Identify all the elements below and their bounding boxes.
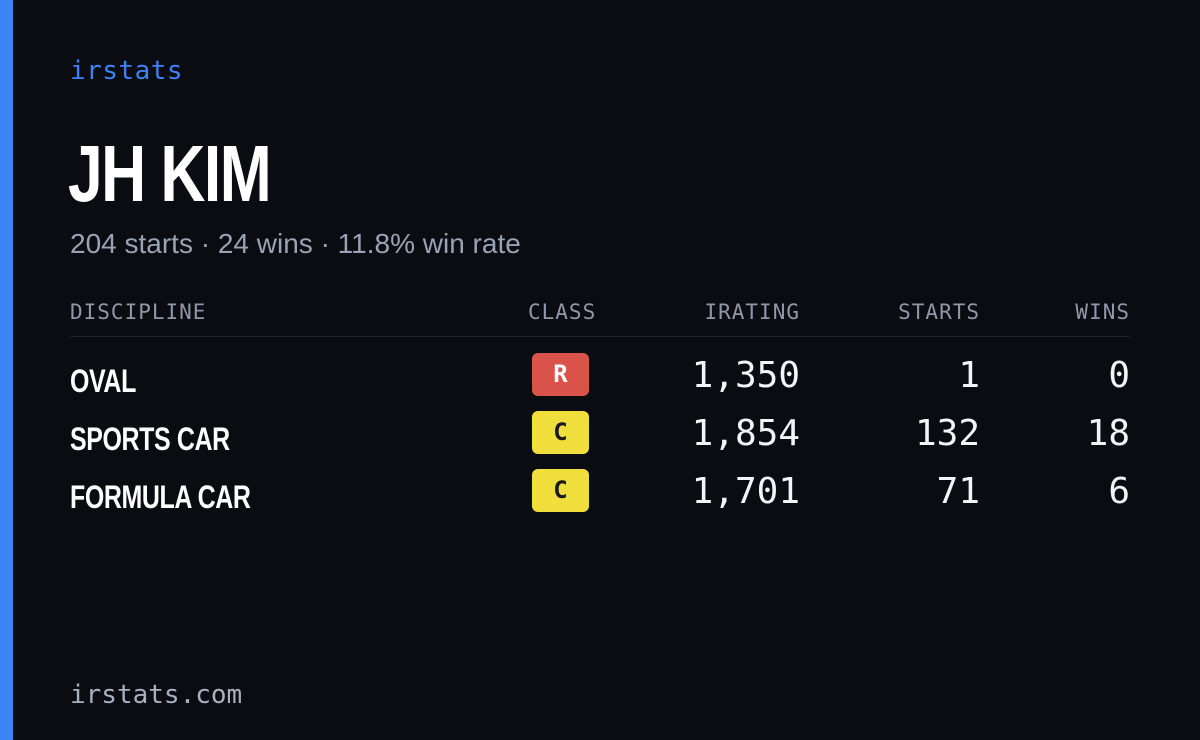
starts-value: 132 xyxy=(914,413,980,454)
table-row: OVAL R 1,350 1 0 xyxy=(70,353,1130,411)
table-row: FORMULA CAR C 1,701 71 6 xyxy=(70,469,1130,527)
driver-name: JH KIM xyxy=(68,129,272,218)
table-body: OVAL R 1,350 1 0 SPORTS CAR C 1,854 132 … xyxy=(70,337,1130,527)
header-wins: WINS xyxy=(1075,300,1130,324)
table-header: DISCIPLINE CLASS IRATING STARTS WINS xyxy=(70,300,1130,337)
starts-value: 1 xyxy=(958,355,980,396)
starts-summary: 204 starts xyxy=(70,228,193,259)
header-class: CLASS xyxy=(528,300,597,324)
footer-link[interactable]: irstats.com xyxy=(70,680,243,710)
header-irating: IRATING xyxy=(704,300,800,324)
irating-value: 1,350 xyxy=(691,355,800,396)
wins-summary: 24 wins xyxy=(217,228,313,259)
driver-summary: 204 starts · 24 wins · 11.8% win rate xyxy=(70,228,521,260)
wins-value: 0 xyxy=(1108,355,1130,396)
brand-logo[interactable]: irstats xyxy=(70,56,184,86)
class-badge: R xyxy=(532,353,589,396)
starts-value: 71 xyxy=(936,471,980,512)
header-starts: STARTS xyxy=(898,300,980,324)
accent-bar xyxy=(0,0,13,740)
irating-value: 1,854 xyxy=(691,413,800,454)
discipline-name: OVAL xyxy=(70,363,136,399)
summary-separator: · xyxy=(200,228,211,259)
irating-value: 1,701 xyxy=(691,471,800,512)
discipline-name: SPORTS CAR xyxy=(70,421,230,457)
class-badge: C xyxy=(532,411,589,454)
class-badge: C xyxy=(532,469,589,512)
wins-value: 6 xyxy=(1108,471,1130,512)
header-discipline: DISCIPLINE xyxy=(70,300,207,324)
discipline-table: DISCIPLINE CLASS IRATING STARTS WINS OVA… xyxy=(70,300,1130,527)
win-rate-summary: 11.8% win rate xyxy=(337,228,521,259)
table-row: SPORTS CAR C 1,854 132 18 xyxy=(70,411,1130,469)
wins-value: 18 xyxy=(1086,413,1130,454)
summary-separator: · xyxy=(320,228,330,259)
discipline-name: FORMULA CAR xyxy=(70,479,251,515)
